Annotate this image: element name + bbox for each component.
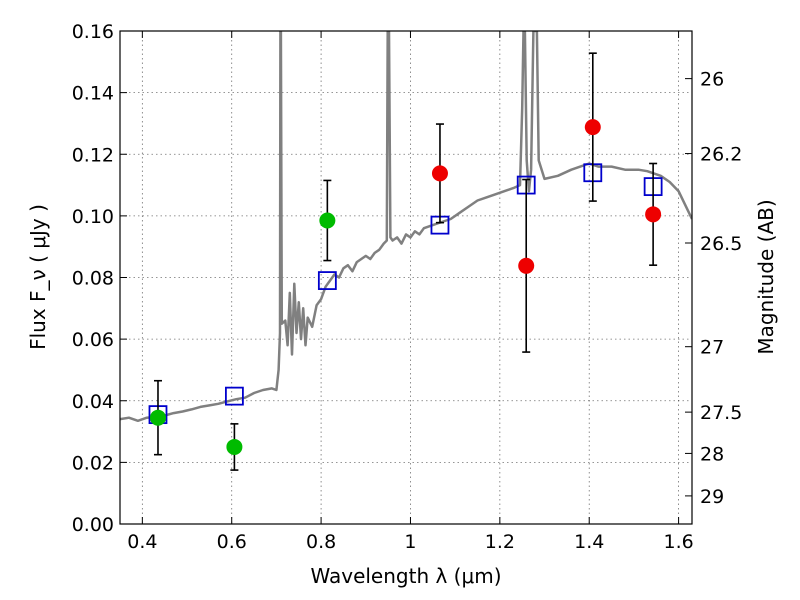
green-data-point bbox=[149, 409, 166, 426]
green-data-point bbox=[319, 212, 336, 229]
x-tick-label: 0.4 bbox=[127, 531, 157, 553]
errorbar-series bbox=[153, 52, 658, 471]
right-tick-label: 27.5 bbox=[700, 402, 742, 424]
x-tick-label: 1 bbox=[404, 531, 416, 553]
red-data-point bbox=[645, 206, 662, 223]
y-tick-label: 0.06 bbox=[72, 329, 114, 351]
observed-points bbox=[149, 119, 662, 455]
grid-lines bbox=[120, 31, 692, 524]
x-axis-label: Wavelength λ (μm) bbox=[310, 564, 501, 588]
right-axis-label: Magnitude (AB) bbox=[754, 199, 778, 354]
spectrum-series bbox=[120, 31, 692, 423]
y-axis-label: Flux F_ν ( μJy ) bbox=[26, 204, 50, 350]
x-tick-label: 0.8 bbox=[306, 531, 336, 553]
y-tick-label: 0.02 bbox=[72, 452, 114, 474]
green-data-point bbox=[226, 438, 243, 455]
right-tick-label: 26 bbox=[700, 69, 724, 91]
model-series bbox=[148, 163, 663, 425]
right-tick-label: 26.2 bbox=[700, 144, 742, 166]
axis-ticks: 0.4 0.6 0.8 1 1.2 1.4 1.6 0.00 0.02 0.04 0.06 0.08 0… bbox=[72, 21, 743, 553]
y-tick-label: 0.12 bbox=[72, 144, 114, 166]
right-tick-label: 27 bbox=[700, 337, 724, 359]
y-tick-label: 0.14 bbox=[72, 83, 114, 105]
x-tick-label: 1.4 bbox=[574, 531, 604, 553]
red-data-point bbox=[431, 165, 448, 182]
x-tick-label: 0.6 bbox=[217, 531, 247, 553]
y-tick-label: 0.08 bbox=[72, 268, 114, 290]
y-tick-label: 0.04 bbox=[72, 391, 114, 413]
y-tick-label: 0.16 bbox=[72, 21, 114, 43]
red-data-point bbox=[518, 257, 535, 274]
right-tick-label: 26.5 bbox=[700, 233, 742, 255]
model-point bbox=[224, 386, 244, 406]
y-tick-label: 0.00 bbox=[72, 514, 114, 536]
x-tick-label: 1.6 bbox=[663, 531, 693, 553]
model-point bbox=[317, 271, 337, 290]
spectrum-line bbox=[120, 31, 692, 423]
right-tick-label: 29 bbox=[700, 486, 724, 508]
right-tick-label: 28 bbox=[700, 443, 724, 465]
x-tick-label: 1.2 bbox=[485, 531, 515, 553]
red-data-point bbox=[584, 119, 601, 136]
y-tick-label: 0.10 bbox=[72, 206, 114, 228]
